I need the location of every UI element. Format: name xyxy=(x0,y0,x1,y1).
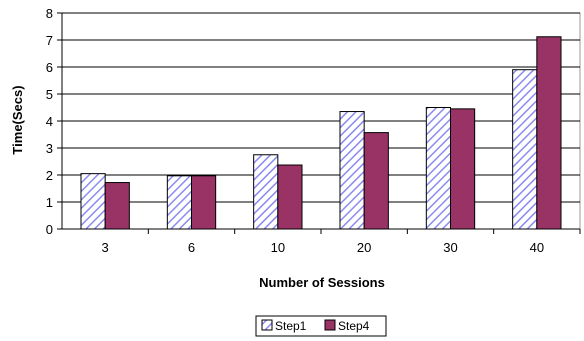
legend-label-step4: Step4 xyxy=(338,319,370,333)
y-tick-label: 6 xyxy=(46,60,53,75)
x-tick-label: 30 xyxy=(443,240,457,255)
x-tick-label: 10 xyxy=(271,240,285,255)
bar-step1-30 xyxy=(425,107,451,230)
x-tick-label: 6 xyxy=(188,240,195,255)
y-tick-label: 8 xyxy=(46,6,53,21)
y-tick-label: 1 xyxy=(46,195,53,210)
bar-step1-3 xyxy=(80,173,106,230)
legend-box xyxy=(255,315,387,337)
bar-step4-3 xyxy=(104,182,130,230)
y-tick-label: 4 xyxy=(46,114,53,129)
legend: Step1 Step4 xyxy=(255,315,387,337)
bar-step1-10 xyxy=(253,154,279,230)
bar-step4-40 xyxy=(536,36,562,230)
x-tick-label: 3 xyxy=(102,240,109,255)
bars-layer xyxy=(80,36,562,230)
legend-swatch-step4 xyxy=(324,319,336,331)
legend-label-step1: Step1 xyxy=(275,319,307,333)
bar-step1-40 xyxy=(512,69,538,230)
bar-step1-6 xyxy=(166,175,192,230)
y-tick-label: 3 xyxy=(46,141,53,156)
x-axis-title: Number of Sessions xyxy=(259,275,385,290)
bar-step4-6 xyxy=(191,175,217,230)
axis-layer: 0 1 2 3 4 5 6 7 8 3 6 10 20 30 40 xyxy=(46,6,581,255)
grid-layer xyxy=(61,12,581,230)
bar-step4-10 xyxy=(277,164,303,230)
x-tick-label: 20 xyxy=(357,240,371,255)
bar-step4-30 xyxy=(450,108,476,230)
bar-step4-20 xyxy=(363,132,389,230)
y-axis-title: Time(Secs) xyxy=(10,85,25,154)
y-tick-label: 5 xyxy=(46,87,53,102)
y-tick-label: 7 xyxy=(46,33,53,48)
x-tick-label: 40 xyxy=(530,240,544,255)
legend-swatch-step1 xyxy=(261,319,273,331)
y-tick-label: 0 xyxy=(46,222,53,237)
bar-step1-20 xyxy=(339,111,365,230)
y-tick-label: 2 xyxy=(46,168,53,183)
